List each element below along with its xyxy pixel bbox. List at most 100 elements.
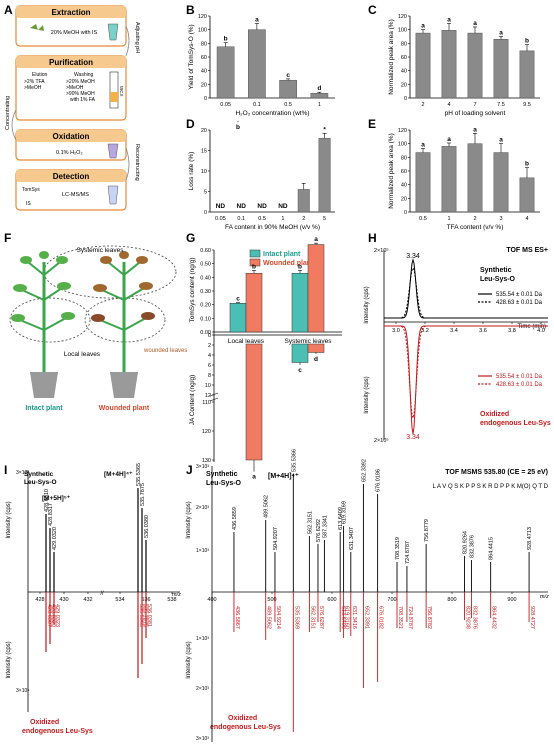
- significance-letter: d: [314, 356, 318, 363]
- peak-label: 613.6409: [338, 507, 344, 530]
- bar: [279, 79, 297, 99]
- step-body: >20% MeOH: [66, 79, 95, 85]
- i-top-ymax: 3×10⁴: [16, 470, 29, 476]
- bar: [519, 177, 535, 213]
- y-tick-label: 12: [205, 393, 211, 399]
- j-top-title: Leu-Sys-O: [206, 480, 242, 487]
- y-axis-title: Yield of TomSys-O (%): [188, 24, 195, 89]
- peak-label: 864.4415: [489, 537, 495, 560]
- y-tick-label: 120: [398, 14, 407, 20]
- x-tick-label: 428: [35, 597, 44, 603]
- h-top-title: Leu-Sys-O: [480, 276, 516, 283]
- legend-label: Wounded plant: [263, 260, 314, 267]
- h-bot-ymax: 2×10⁵: [374, 437, 389, 444]
- h-bottom-title: Oxidized: [480, 411, 509, 418]
- panel-a-label: A: [4, 3, 13, 17]
- step-body: 20% MeOH with IS: [51, 30, 98, 36]
- significance-letter: c: [286, 72, 290, 79]
- peak-label: 536.0380: [144, 515, 150, 538]
- y-tick-label: 0.30: [200, 289, 211, 295]
- step-body: >MeOH: [66, 85, 84, 91]
- side-label: Concentrating: [5, 96, 11, 130]
- x-axis-title: pH of loading solvent: [445, 110, 506, 117]
- step-title: Detection: [53, 172, 90, 181]
- y-tick-label: 20: [201, 82, 207, 88]
- y-tick-label: 20: [201, 128, 207, 134]
- peak-label: 864.4432: [491, 606, 497, 629]
- step-title: Oxidation: [53, 132, 90, 141]
- significance-letter: a: [499, 137, 503, 144]
- wounded-plant-label: Wounded plant: [99, 405, 150, 412]
- peak-label: 619.3160: [344, 606, 350, 629]
- panel-label: B: [186, 3, 195, 17]
- i-bottom-title: Oxidized: [30, 719, 59, 726]
- x-tick-label: 9.5: [523, 102, 531, 108]
- systemic-leaves-ellipse: [43, 245, 177, 299]
- h-top-ymax: 2×10⁵: [374, 247, 389, 254]
- x-tick-label: 0.5: [258, 216, 266, 222]
- chromatogram-trace: [384, 325, 548, 420]
- bar: [216, 46, 235, 99]
- peak-label: 928.4713: [527, 527, 533, 550]
- peak-label: 724.8787: [405, 541, 411, 564]
- y-tick-label: 5: [204, 190, 207, 196]
- significance-letter: c: [236, 296, 240, 303]
- step-body: 0.1% H₂O₂: [56, 150, 83, 156]
- panel-label: D: [186, 117, 195, 131]
- y-tick-label: 110: [202, 400, 211, 406]
- y-tick-label: 40: [401, 69, 407, 75]
- h-header: TOF MS ES+: [506, 247, 548, 254]
- step-body: >MeOH: [24, 85, 42, 91]
- h-xlabel: Time (min): [518, 324, 546, 330]
- peak-label: 820.9238: [465, 606, 471, 629]
- significance-letter: c: [298, 367, 302, 374]
- y-tick-label: 120: [198, 14, 207, 20]
- j-bottom-title: endogenous Leu-Sys: [210, 724, 281, 731]
- h-peak-label: 3.34: [406, 253, 420, 260]
- step-oxidation: Oxidation 0.1% H₂O₂: [15, 129, 127, 161]
- peak-label: 436.5867: [234, 606, 240, 629]
- bar-tomsys: [307, 244, 325, 333]
- nd-label: ND: [216, 203, 226, 210]
- peak-label: 631.3416: [351, 606, 357, 629]
- h-legend-1: 535.54 ± 0.01 Da: [496, 374, 543, 380]
- x-tick-label: 3: [499, 216, 502, 222]
- peak-label: 489.5062: [266, 606, 272, 629]
- y-tick-label: 10: [205, 383, 211, 389]
- y-tick-label: 8: [208, 373, 211, 379]
- x-axis-title: FA content in 90% MeOH (v/v %): [225, 224, 320, 231]
- panel-f: F: [4, 231, 187, 412]
- arrow: [11, 109, 17, 141]
- y-tick-label: 0: [204, 210, 207, 216]
- panel-h-label: H: [368, 231, 377, 245]
- significance-letter: a: [421, 141, 425, 148]
- x-tick-label: 4.0: [537, 328, 545, 334]
- j-top-low: 1×10³: [196, 548, 209, 554]
- peak-label: 504.9207: [273, 527, 279, 550]
- x-tick-label: 600: [327, 597, 336, 603]
- panel-label: E: [368, 117, 376, 131]
- y-tick-label: 0: [404, 210, 407, 216]
- x-tick-label: 3.0: [392, 328, 400, 334]
- category-label: Systemic leaves: [285, 338, 333, 345]
- x-tick-label: 0.5: [419, 216, 427, 222]
- peak-label: 429.0323: [54, 604, 60, 627]
- peak-label: 928.4727: [529, 606, 535, 629]
- y-axis-title: Normalized peak area (%): [388, 133, 395, 209]
- h-ylabel: Intensity (cps): [364, 286, 370, 323]
- systemic-leaves-label: Systemic leaves: [77, 247, 125, 254]
- step-title: Extraction: [51, 8, 90, 17]
- step-purification: Purification Elution >2% TFA >MeOH Washi…: [15, 55, 127, 121]
- step-body: LC-MS/MS: [62, 192, 89, 198]
- y-tick-label: 0.60: [200, 248, 211, 254]
- intact-plant: [11, 251, 75, 398]
- y-tick-label: 80: [201, 41, 207, 47]
- side-label: Adjusting pH: [134, 22, 140, 53]
- x-tick-label: 2: [421, 102, 424, 108]
- wcx-label: WCX: [119, 86, 124, 97]
- panel-a: A Extraction 20% MeOH with IS Purificati…: [4, 3, 140, 211]
- bar: [310, 92, 329, 99]
- x-tick-label: 2: [302, 216, 305, 222]
